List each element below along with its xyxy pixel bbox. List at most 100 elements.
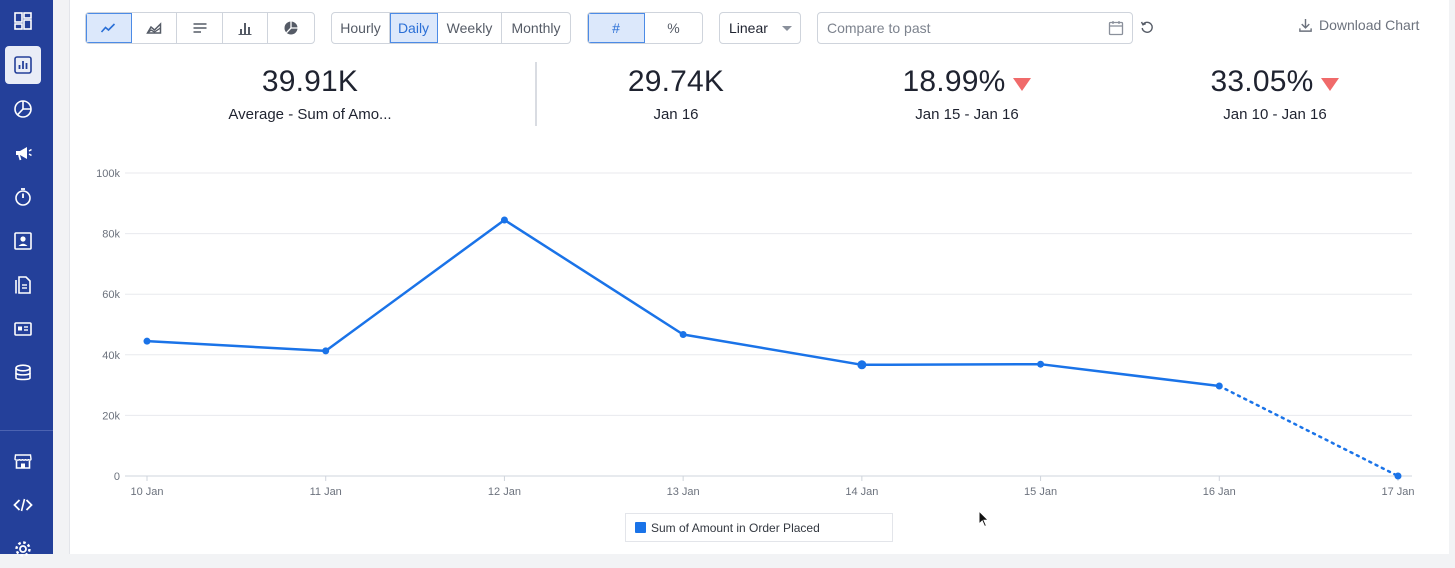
chart-type-area-chart-button[interactable]: [132, 13, 178, 43]
sidebar-item-documents[interactable]: [5, 266, 41, 304]
mouse-cursor-icon: [978, 510, 990, 528]
stat-value-row: 33.05%: [1125, 64, 1425, 100]
compare-to-past-field[interactable]: [817, 12, 1133, 44]
scale-select[interactable]: Linear: [719, 12, 801, 44]
stat-label: Jan 15 - Jan 16: [915, 106, 1019, 123]
x-tick-label: 11 Jan: [310, 486, 342, 498]
chevron-down-icon: [782, 26, 792, 31]
chart-legend[interactable]: Sum of Amount in Order Placed: [625, 513, 893, 542]
gear-icon: [15, 541, 31, 557]
x-tick-label: 12 Jan: [488, 486, 521, 498]
stat-label: Average - Sum of Amo...: [228, 106, 392, 123]
column-chart-icon: [238, 23, 252, 35]
documents-icon: [15, 276, 31, 294]
stat-value-row: 29.74K: [526, 64, 826, 100]
legend-label: Sum of Amount in Order Placed: [651, 520, 820, 535]
pie-chart-icon: [284, 21, 298, 35]
stat-value-row: 39.91K: [160, 64, 460, 100]
calendar-icon[interactable]: [1108, 20, 1124, 36]
download-chart-label: Download Chart: [1319, 17, 1420, 33]
compare-input[interactable]: [827, 20, 1097, 36]
granularity-hourly-button[interactable]: Hourly: [332, 13, 390, 43]
stat-card: 39.91K Average - Sum of Amo...: [160, 64, 460, 123]
user-profile-icon: [14, 232, 32, 250]
pie-chart-icon: [14, 100, 32, 118]
y-tick-label: 40k: [102, 350, 120, 362]
line-chart-icon: [101, 23, 116, 33]
sidebar-item-id-card[interactable]: [5, 310, 41, 348]
sidebar-item-dashboard[interactable]: [5, 2, 41, 40]
x-tick-label: 13 Jan: [667, 486, 700, 498]
format-number-button[interactable]: #: [588, 13, 645, 43]
chart-type-column-chart-button[interactable]: [223, 13, 269, 43]
sidebar-divider: [0, 430, 53, 431]
y-tick-label: 80k: [102, 229, 120, 241]
data-point: [322, 347, 330, 355]
x-tick-label: 16 Jan: [1203, 486, 1236, 498]
y-tick-label: 100k: [96, 168, 120, 180]
data-point: [1215, 382, 1223, 390]
y-tick-label: 0: [114, 471, 120, 483]
data-point: [1394, 472, 1402, 480]
format-percent-button[interactable]: %: [667, 20, 680, 36]
store-icon: [14, 454, 32, 469]
timer-icon: [15, 188, 31, 206]
stat-card: 29.74K Jan 16: [526, 64, 826, 123]
granularity-group: Hourly Daily Weekly Monthly: [331, 12, 571, 44]
dashboard-icon: [14, 12, 32, 30]
area-chart-icon: [146, 22, 162, 34]
granularity-daily-button[interactable]: Daily: [390, 13, 438, 43]
y-tick-label: 60k: [102, 289, 120, 301]
download-chart-button[interactable]: Download Chart: [1298, 17, 1419, 33]
stats-divider: [535, 62, 537, 126]
stat-card: 33.05% Jan 10 - Jan 16: [1125, 64, 1425, 123]
stat-card: 18.99% Jan 15 - Jan 16: [817, 64, 1117, 123]
trend-down-icon: [1321, 77, 1340, 91]
data-point: [143, 337, 151, 345]
legend-swatch: [635, 522, 646, 533]
line-chart: 0 20k 40k 60k 80k 100k 10 Jan 11 Jan 12 Jan 13 Ja…: [96, 168, 1414, 498]
x-tick-label: 17 Jan: [1381, 486, 1414, 498]
chart-type-pie-chart-button[interactable]: [268, 13, 314, 43]
data-point: [857, 360, 867, 370]
x-tick-label: 14 Jan: [845, 486, 878, 498]
data-point: [500, 216, 508, 224]
chart-type-group: [85, 12, 315, 44]
sidebar-item-store[interactable]: [5, 442, 41, 480]
stat-value: 29.74K: [627, 65, 725, 98]
id-card-icon: [14, 322, 32, 336]
stat-value: 39.91K: [261, 65, 359, 98]
code-icon: [13, 498, 33, 512]
format-group: #%: [587, 12, 703, 44]
sidebar-item-bar-chart[interactable]: [5, 46, 41, 84]
megaphone-icon: [16, 147, 32, 161]
sidebar-item-user-profile[interactable]: [5, 222, 41, 260]
stat-label: Jan 10 - Jan 16: [1223, 106, 1327, 123]
data-point: [1037, 360, 1045, 368]
series-line: [146, 218, 1220, 388]
sidebar-item-database[interactable]: [5, 354, 41, 392]
series-line-projected: [1218, 384, 1400, 478]
sidebar-item-gear[interactable]: [5, 530, 41, 568]
y-tick-label: 20k: [102, 410, 120, 422]
sidebar-item-code[interactable]: [5, 486, 41, 524]
horizontal-bars-icon: [193, 23, 207, 33]
sidebar-item-timer[interactable]: [5, 178, 41, 216]
trend-down-icon: [1013, 77, 1032, 91]
stat-value: 18.99%: [902, 65, 1006, 98]
database-icon: [15, 364, 31, 381]
stat-label: Jan 16: [653, 106, 699, 123]
sidebar-item-pie-chart[interactable]: [5, 90, 41, 128]
reset-icon[interactable]: [1140, 20, 1154, 34]
chart-type-horizontal-bars-button[interactable]: [177, 13, 223, 43]
sidebar: [0, 0, 53, 557]
data-point: [679, 330, 687, 338]
download-icon: [1299, 18, 1312, 32]
granularity-monthly-button[interactable]: Monthly: [511, 20, 561, 36]
scale-select-value: Linear: [729, 20, 768, 36]
x-tick-label: 15 Jan: [1024, 486, 1057, 498]
chart-type-line-chart-button[interactable]: [86, 13, 132, 43]
granularity-weekly-button[interactable]: Weekly: [438, 13, 502, 43]
sidebar-item-megaphone[interactable]: [5, 134, 41, 172]
